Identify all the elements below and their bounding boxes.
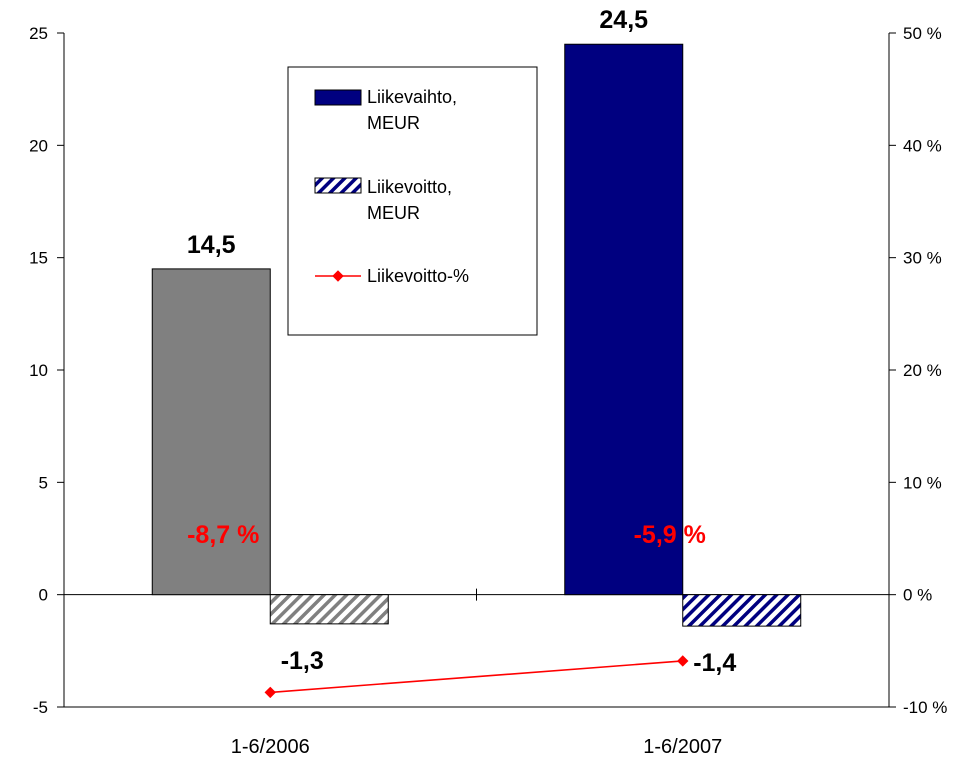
bar-liikevaihto: [151, 268, 271, 596]
y-tick-label-right: -10 %: [903, 698, 947, 717]
line-marker: [264, 686, 276, 699]
bar-liikevaihto: [564, 43, 684, 596]
y-tick-label-left: 10: [29, 361, 48, 380]
data-label-liikevoitto: -1,4: [693, 649, 736, 677]
bar-liikevoitto: [682, 594, 802, 627]
y-tick-label-right: 20 %: [903, 361, 942, 380]
legend-label-liikevaihto: Liikevaihto,: [367, 87, 457, 107]
y-tick-label-left: 15: [29, 249, 48, 268]
y-tick-label-left: 5: [39, 473, 48, 492]
data-label-liikevaihto: 24,5: [599, 6, 648, 34]
y-tick-label-left: 20: [29, 136, 48, 155]
legend-marker-liikevoitto-pct: [332, 270, 344, 282]
legend-label-liikevaihto: MEUR: [367, 113, 420, 133]
line-liikevoitto-pct: [270, 660, 683, 694]
y-tick-label-right: 0 %: [903, 586, 932, 605]
legend: Liikevaihto, MEUR Liikevoitto, MEUR Liikevoi…: [287, 66, 538, 336]
data-label-liikevoitto-pct: -8,7 %: [187, 521, 259, 549]
x-tick-label: 1-6/2006: [231, 736, 310, 758]
legend-label-liikevoitto: MEUR: [367, 203, 420, 223]
y-tick-label-right: 50 %: [903, 24, 942, 43]
y-tick-label-right: 40 %: [903, 136, 942, 155]
line-layer: [264, 655, 689, 699]
y-tick-label-left: -5: [33, 698, 48, 717]
data-label-liikevoitto-pct: -5,9 %: [634, 521, 706, 549]
bar-liikevoitto: [269, 594, 389, 625]
y-tick-label-right: 30 %: [903, 249, 942, 268]
y-tick-label-right: 10 %: [903, 473, 942, 492]
axes-layer: -5 0 5 10 15 20 25 -10 % 0 % 10 % 20 % 30 % 40 % 50 %…: [29, 24, 947, 758]
legend-swatch-liikevoitto: [314, 177, 362, 194]
line-marker: [677, 655, 689, 667]
x-tick-label: 1-6/2007: [643, 736, 722, 758]
data-label-liikevaihto: 14,5: [187, 231, 236, 259]
legend-box: [287, 66, 538, 336]
legend-swatch-liikevaihto: [314, 89, 362, 106]
legend-label-liikevoitto-pct: Liikevoitto-%: [367, 266, 469, 286]
y-tick-label-left: 25: [29, 24, 48, 43]
labels-layer: 14,5 -1,3 -8,7 % 24,5 -1,4 -5,9 %: [187, 6, 736, 677]
bars-layer: [151, 43, 802, 627]
legend-label-liikevoitto: Liikevoitto,: [367, 177, 452, 197]
y-tick-label-left: 0: [39, 586, 48, 605]
data-label-liikevoitto: -1,3: [281, 647, 324, 675]
